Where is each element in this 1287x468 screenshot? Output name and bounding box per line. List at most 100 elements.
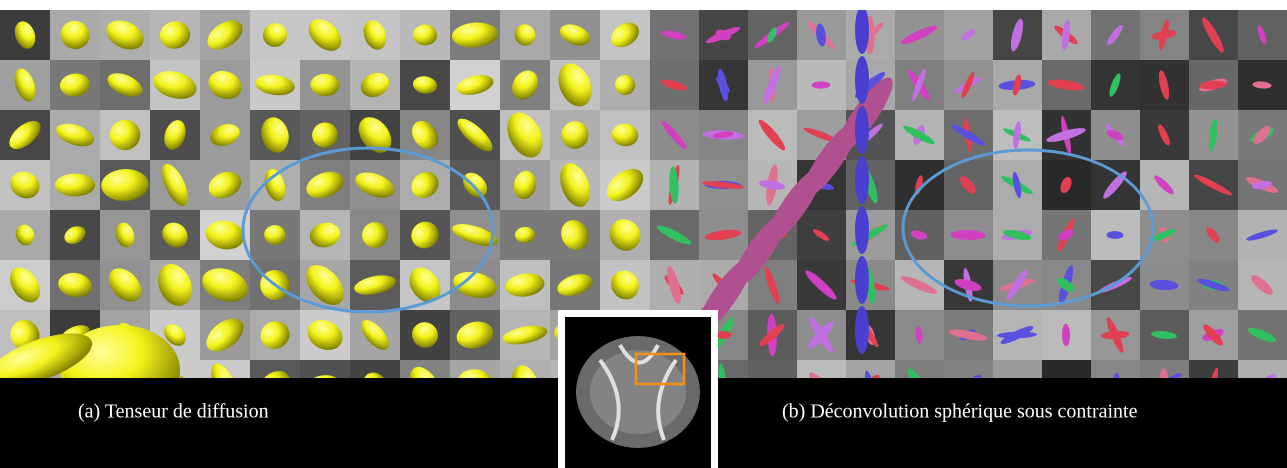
fodf-lobe bbox=[767, 27, 777, 43]
fodf-lobe bbox=[1159, 368, 1169, 378]
tensor-glyph bbox=[512, 70, 538, 100]
tensor-glyph bbox=[452, 224, 498, 246]
fodf-lobe bbox=[948, 329, 988, 341]
fodf-lobe bbox=[1246, 229, 1278, 241]
fodf-lobe bbox=[1012, 171, 1022, 199]
voxel bbox=[1238, 360, 1287, 378]
tensor-glyph bbox=[159, 21, 191, 49]
tensor-glyph bbox=[54, 173, 96, 197]
fodf-lobe bbox=[704, 229, 742, 241]
voxel bbox=[993, 360, 1042, 378]
fodf-lobe bbox=[811, 81, 831, 89]
fodf-lobe bbox=[1006, 269, 1028, 301]
tensor-glyph bbox=[210, 124, 240, 146]
fodf-lobe bbox=[900, 276, 938, 294]
tensor-glyph bbox=[64, 226, 86, 244]
tensor-glyph bbox=[9, 120, 41, 150]
fodf-lobe bbox=[1203, 324, 1223, 346]
fodf-lobe bbox=[1013, 121, 1021, 149]
fodf-lobe bbox=[1208, 118, 1218, 152]
fodf-lobe bbox=[1252, 180, 1272, 190]
voxel bbox=[1042, 360, 1091, 378]
tensor-glyph bbox=[514, 226, 536, 244]
tensor-glyph bbox=[361, 320, 389, 350]
fodf-lobe bbox=[855, 156, 869, 204]
fodf-lobe bbox=[910, 230, 928, 240]
tensor-glyph bbox=[202, 268, 248, 302]
fodf-lobe bbox=[855, 56, 869, 104]
fodf-lobe bbox=[960, 29, 976, 41]
tensor-glyph bbox=[59, 73, 91, 97]
fodf-lobe bbox=[1106, 231, 1124, 239]
tensor-glyph bbox=[60, 20, 90, 50]
fodf-lobe bbox=[805, 270, 837, 300]
tensor-glyph bbox=[157, 264, 193, 306]
tensor-glyph bbox=[614, 75, 636, 95]
tensor-glyph bbox=[60, 325, 180, 378]
fodf-lobe bbox=[912, 68, 926, 102]
fodf-lobe bbox=[855, 10, 869, 54]
tensor-glyph bbox=[456, 369, 494, 378]
fodf-lobe bbox=[961, 71, 975, 99]
fodf-lobe bbox=[669, 166, 679, 204]
fodf-lobe bbox=[803, 127, 839, 143]
fodf-lobe bbox=[954, 279, 982, 291]
fodf-lobe bbox=[1012, 74, 1022, 96]
fodf-lobe bbox=[1154, 175, 1174, 195]
tensor-glyph bbox=[561, 220, 589, 250]
fodf-lobe bbox=[1251, 275, 1273, 295]
tensor-glyph bbox=[310, 73, 340, 97]
fodf-lobe bbox=[1151, 331, 1177, 339]
fodf-lobe bbox=[915, 326, 923, 344]
tensor-glyph bbox=[306, 265, 344, 305]
tensor-glyph bbox=[261, 117, 289, 153]
fodf-lobe bbox=[661, 30, 687, 40]
fodf-lobe bbox=[1058, 229, 1074, 241]
fodf-lobe bbox=[950, 124, 986, 146]
tensor-glyph bbox=[264, 168, 286, 202]
fodf-lobe bbox=[763, 65, 781, 105]
tensor-glyph bbox=[109, 119, 141, 151]
fodf-lobe bbox=[1107, 25, 1123, 45]
highlight-ellipse bbox=[241, 146, 495, 314]
tensor-glyph bbox=[609, 219, 641, 251]
tensor-glyph bbox=[0, 333, 93, 378]
fodf-lobe bbox=[816, 23, 826, 47]
tensor-glyph bbox=[312, 122, 338, 148]
fodf-lobe bbox=[758, 119, 786, 151]
fodf-lobe bbox=[759, 323, 785, 347]
tensor-glyph bbox=[306, 171, 344, 199]
tensor-glyph bbox=[101, 169, 149, 201]
tensor-glyph bbox=[611, 22, 639, 48]
tensor-glyph bbox=[606, 168, 644, 202]
brain-inset bbox=[558, 310, 718, 468]
tensor-glyph bbox=[208, 171, 242, 199]
tensor-glyph bbox=[58, 272, 92, 298]
tensor-glyph bbox=[360, 72, 390, 98]
fodf-lobe bbox=[1106, 130, 1124, 140]
fodf-lobe bbox=[950, 230, 986, 240]
voxel bbox=[1189, 360, 1238, 378]
tensor-glyph bbox=[208, 70, 242, 100]
voxel bbox=[300, 360, 350, 378]
tensor-glyph bbox=[412, 120, 438, 150]
tensor-glyph bbox=[164, 120, 186, 150]
tensor-glyph bbox=[260, 321, 290, 349]
tensor-glyph bbox=[10, 267, 40, 303]
fodf-lobe bbox=[1103, 171, 1127, 199]
voxel bbox=[944, 360, 993, 378]
voxel bbox=[895, 360, 944, 378]
csd-panel bbox=[650, 10, 1287, 378]
fodf-lobe bbox=[855, 106, 869, 154]
tensor-glyph bbox=[107, 73, 143, 97]
fodf-lobe bbox=[865, 370, 875, 378]
tensor-glyph bbox=[411, 221, 439, 249]
fodf-lobe bbox=[1158, 124, 1170, 146]
tensor-glyph bbox=[307, 319, 343, 351]
fodf-lobe bbox=[1257, 25, 1267, 45]
tensor-glyph bbox=[15, 224, 35, 246]
tensor-glyph bbox=[558, 63, 592, 107]
tensor-glyph bbox=[56, 123, 94, 147]
